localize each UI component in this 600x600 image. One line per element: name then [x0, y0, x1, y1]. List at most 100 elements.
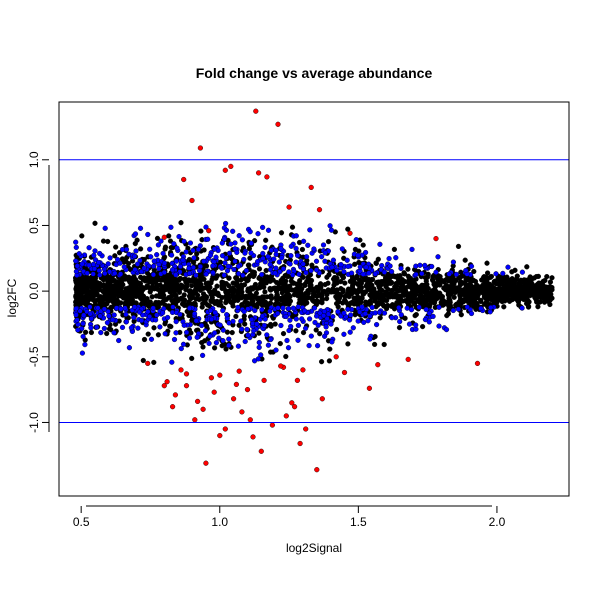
data-point [288, 243, 294, 249]
data-point [535, 304, 541, 310]
data-point [375, 362, 381, 368]
data-point [150, 305, 156, 311]
data-point [212, 330, 218, 336]
data-point [362, 311, 368, 317]
data-point [409, 286, 415, 292]
data-point [345, 341, 351, 347]
data-point [299, 316, 305, 322]
data-point [293, 316, 299, 322]
data-point [73, 244, 79, 251]
data-point [372, 341, 378, 348]
data-point [232, 258, 238, 264]
data-point [191, 259, 197, 266]
data-point [280, 275, 286, 281]
data-point [422, 317, 429, 323]
data-point [273, 265, 279, 271]
data-point [128, 325, 135, 331]
data-point [212, 309, 218, 316]
data-point [295, 322, 302, 329]
data-point [366, 385, 373, 391]
data-point [287, 317, 293, 323]
data-point [389, 315, 395, 321]
data-point [357, 264, 363, 270]
data-point [344, 257, 350, 263]
data-point [341, 369, 348, 376]
data-point [340, 275, 346, 281]
data-point [84, 270, 90, 276]
data-point [376, 309, 383, 316]
data-point [104, 320, 111, 326]
data-point [189, 197, 195, 204]
data-point [262, 244, 268, 251]
data-point [280, 285, 286, 291]
data-point [186, 270, 193, 277]
data-point [88, 325, 94, 331]
data-point [505, 264, 511, 270]
data-point [303, 300, 310, 306]
data-point [217, 372, 223, 378]
data-point [95, 259, 102, 266]
data-point [229, 330, 235, 336]
data-point [295, 252, 301, 259]
data-point [341, 331, 347, 337]
data-point [458, 279, 464, 285]
data-point [303, 270, 309, 276]
data-point [246, 274, 252, 280]
data-point [319, 300, 325, 306]
data-point [272, 321, 278, 327]
data-point [329, 339, 335, 345]
data-point [141, 265, 147, 271]
data-point [191, 278, 197, 285]
data-point [375, 256, 381, 262]
data-point [292, 404, 298, 410]
data-point [210, 263, 216, 269]
data-point [235, 304, 241, 311]
data-point [491, 278, 498, 285]
data-point [484, 260, 490, 266]
data-point [145, 231, 151, 238]
data-point [363, 249, 369, 256]
data-point [359, 304, 365, 310]
data-point [290, 280, 296, 286]
data-point [482, 301, 488, 307]
data-point [101, 306, 108, 312]
data-point [205, 236, 211, 242]
data-point [397, 319, 403, 325]
data-point [269, 422, 276, 428]
y-tick-label: 0.0 [27, 282, 41, 299]
data-point [300, 261, 306, 267]
data-point [305, 242, 311, 248]
data-point [491, 298, 497, 304]
data-point [88, 329, 95, 336]
data-point [155, 332, 162, 338]
data-point [97, 313, 103, 319]
data-point [323, 324, 329, 330]
data-point [137, 257, 143, 264]
data-point [293, 328, 299, 334]
data-point [155, 242, 162, 248]
data-point [74, 317, 80, 323]
data-point [259, 272, 265, 278]
data-point [104, 330, 110, 337]
data-point [224, 312, 230, 318]
data-point [256, 330, 262, 336]
data-point [178, 295, 184, 301]
data-point [507, 298, 513, 304]
data-point [283, 413, 289, 419]
data-point [134, 237, 140, 243]
data-point [374, 280, 380, 286]
data-point [203, 460, 209, 466]
data-point [268, 293, 274, 299]
data-point [193, 318, 199, 324]
data-point [170, 404, 176, 410]
data-point [396, 305, 402, 311]
data-point [256, 275, 262, 281]
data-point [236, 368, 242, 374]
data-point [334, 279, 340, 285]
data-point [398, 312, 404, 318]
data-point [386, 256, 392, 262]
data-point [303, 325, 309, 331]
chart-title: Fold change vs average abundance [196, 65, 433, 81]
data-point [279, 255, 285, 261]
data-point [211, 246, 218, 252]
